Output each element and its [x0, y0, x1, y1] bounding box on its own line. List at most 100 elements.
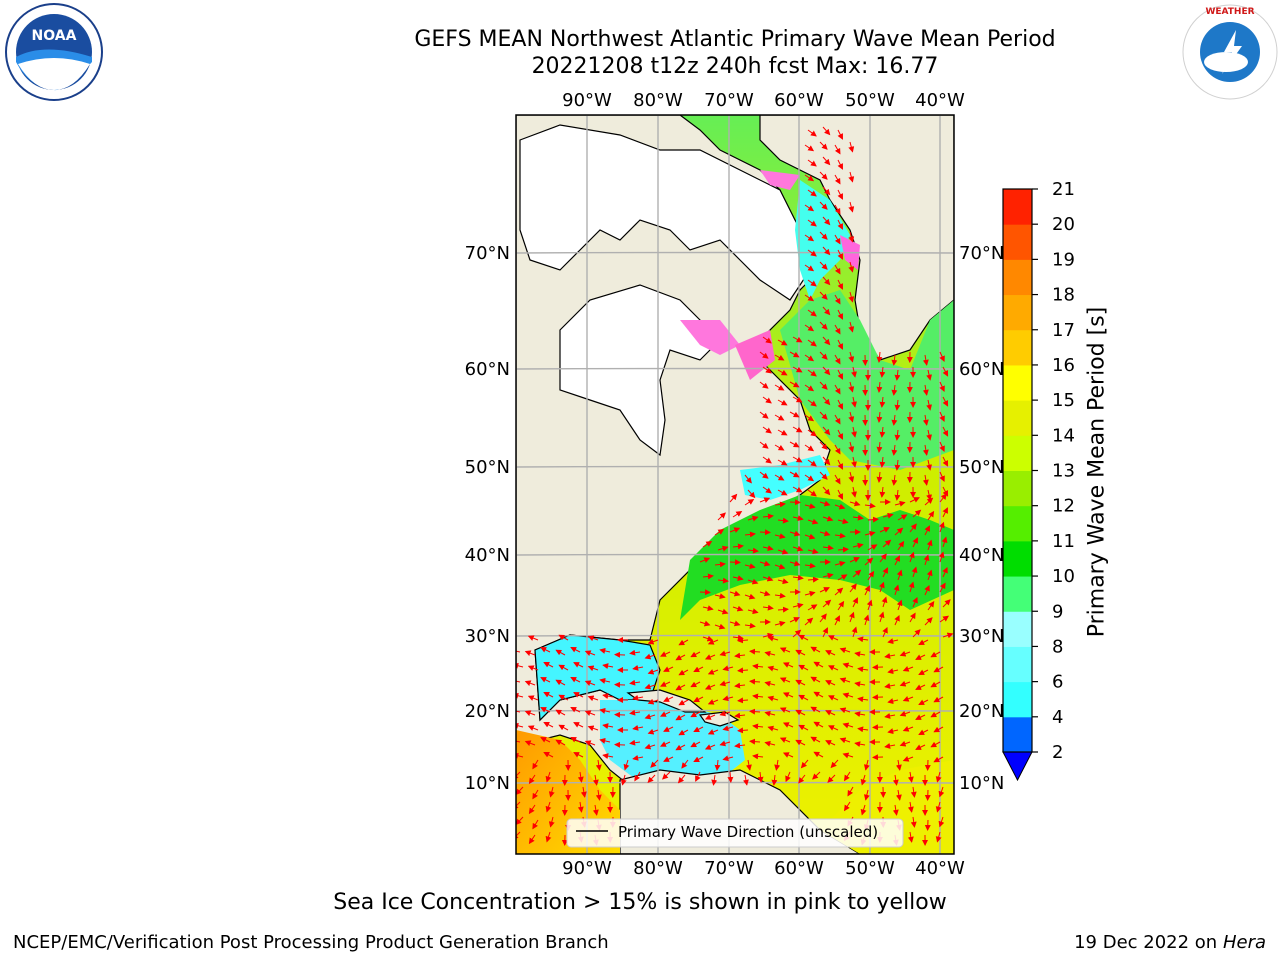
wave-arrow [828, 665, 839, 671]
wave-arrow [804, 533, 816, 540]
wave-arrow [677, 774, 686, 784]
wave-arrow [727, 771, 734, 783]
wave-arrow [744, 593, 756, 600]
wave-arrow [558, 694, 569, 701]
wave-arrow [922, 414, 929, 426]
wave-arrow [587, 635, 599, 642]
wave-arrow [882, 512, 894, 519]
wave-arrow [524, 680, 536, 687]
lon-label-top: 70°W [704, 90, 754, 111]
wave-arrow [895, 789, 902, 801]
wave-arrow [744, 622, 756, 629]
wave-arrow [777, 369, 788, 376]
wave-arrow [528, 834, 536, 845]
wave-arrow [894, 489, 901, 501]
wave-arrow [837, 189, 843, 200]
wave-arrow [834, 532, 846, 539]
wave-arrow [543, 661, 554, 668]
wave-arrow [819, 261, 828, 270]
wave-arrow [910, 786, 917, 798]
wave-arrow [804, 503, 816, 510]
wave-arrow [926, 399, 933, 411]
lon-label-bottom: 50°W [845, 858, 895, 879]
wave-arrow [807, 279, 817, 287]
colorbar: 2 4 6 8 9 10 11 12 13 14 15 16 17 18 19 20 21 [1002, 179, 1075, 782]
colorbar-segment [1003, 224, 1032, 260]
wave-arrow [879, 426, 886, 438]
colorbar-tick-label: 6 [1052, 672, 1063, 693]
wave-arrow [899, 680, 911, 687]
wave-arrow [848, 611, 855, 623]
wave-arrow [804, 174, 815, 182]
wave-arrow [693, 666, 704, 673]
wave-arrow [757, 771, 764, 783]
wave-arrow [714, 561, 726, 568]
wave-arrow [584, 710, 596, 716]
wave-arrow [837, 129, 843, 140]
wave-arrow [939, 493, 947, 503]
wave-arrow [866, 599, 873, 611]
wave-arrow [879, 486, 886, 498]
wave-arrow [813, 721, 824, 728]
wave-arrow [722, 755, 734, 762]
lat-label-right: 10°N [959, 773, 1004, 794]
wave-arrow [777, 429, 788, 436]
wave-arrow [678, 669, 689, 676]
wave-arrow [762, 366, 772, 374]
wave-arrow [894, 429, 901, 441]
wave-arrow [707, 669, 719, 675]
wave-arrow [860, 774, 867, 786]
wave-arrow [789, 411, 800, 418]
wave-arrow [798, 724, 809, 731]
wave-arrow [894, 555, 900, 566]
wave-arrow [891, 414, 898, 426]
wave-arrow [837, 429, 843, 440]
wave-arrow [807, 518, 819, 525]
wave-arrow [930, 681, 941, 688]
wave-arrow [902, 696, 914, 702]
wave-arrow [876, 411, 883, 423]
ice-region-hudson [559, 284, 721, 457]
wave-arrow [837, 339, 843, 350]
wave-arrow [693, 726, 704, 733]
wave-arrow [573, 752, 584, 758]
chart-title: GEFS MEAN Northwest Atlantic Primary Wav… [414, 27, 1056, 52]
colorbar-tick-label: 4 [1052, 707, 1063, 728]
wave-arrow [663, 756, 674, 762]
wave-arrow [807, 219, 817, 227]
wave-arrow [528, 774, 536, 785]
wave-arrow [804, 562, 816, 569]
lat-label-right: 30°N [959, 626, 1004, 647]
wave-arrow [789, 351, 800, 358]
wave-arrow [573, 662, 584, 668]
wave-arrow [762, 456, 772, 464]
svg-text:WEATHER: WEATHER [1205, 7, 1254, 17]
wave-arrow [527, 665, 539, 671]
wave-arrow [662, 771, 671, 780]
colorbar-segment [1003, 400, 1032, 436]
lat-label-left: 70°N [465, 243, 510, 264]
wave-arrow [767, 725, 779, 732]
wave-arrow [807, 339, 817, 347]
wave-arrow [577, 771, 584, 783]
caption: Sea Ice Concentration > 15% is shown in … [333, 890, 947, 915]
wave-arrow [729, 527, 741, 533]
wave-arrow [825, 740, 836, 746]
wave-arrow [839, 737, 851, 744]
wave-arrow [893, 584, 900, 596]
wave-arrow [623, 759, 630, 771]
wave-arrow [587, 725, 599, 732]
wave-arrow [747, 608, 759, 615]
wave-arrow [587, 665, 599, 672]
wave-arrow [882, 539, 892, 548]
lat-label-right: 20°N [959, 701, 1004, 722]
wave-arrow [825, 710, 836, 716]
wave-arrow [767, 695, 779, 702]
wave-arrow [516, 692, 524, 699]
wave-arrow [789, 560, 801, 567]
lat-labels-left: 70°N 60°N 50°N 40°N 30°N 20°N 10°N [465, 243, 510, 794]
wave-arrow [543, 691, 554, 698]
footer-org: NCEP/EMC/Verification Post Processing Pr… [13, 932, 609, 953]
wave-arrow [852, 542, 864, 549]
wave-arrow [782, 662, 794, 668]
